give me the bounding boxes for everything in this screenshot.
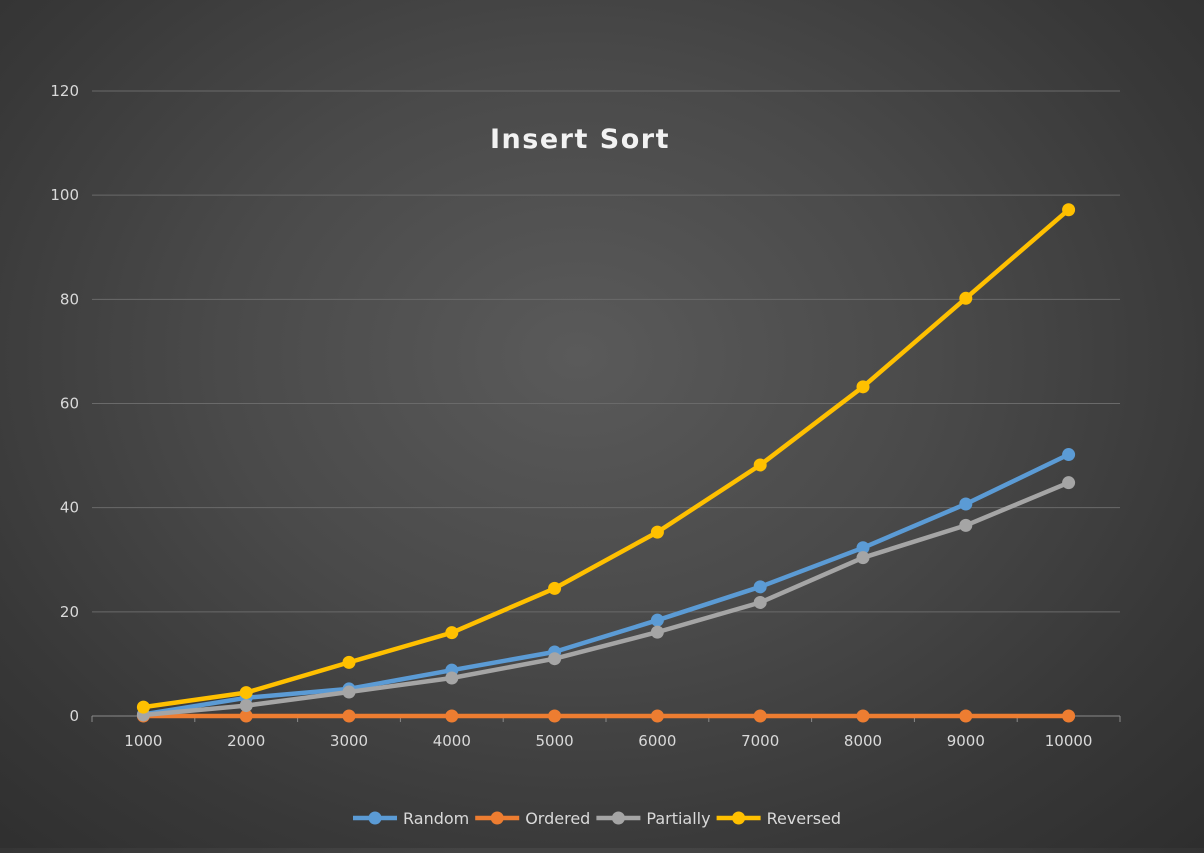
legend-swatch-marker bbox=[732, 811, 746, 825]
y-tick-label: 40 bbox=[60, 499, 79, 517]
x-tick-label: 5000 bbox=[536, 732, 574, 750]
data-point-reversed bbox=[856, 380, 870, 394]
y-tick-label: 0 bbox=[69, 707, 79, 725]
data-point-reversed bbox=[342, 655, 356, 669]
data-point-partially bbox=[753, 595, 767, 609]
y-tick-label: 20 bbox=[60, 603, 79, 621]
legend-label: Partially bbox=[646, 809, 710, 828]
data-point-partially bbox=[650, 625, 664, 639]
data-point-partially bbox=[856, 551, 870, 565]
series-layer bbox=[136, 203, 1076, 723]
data-point-random bbox=[1062, 448, 1076, 462]
y-tick-label: 60 bbox=[60, 395, 79, 413]
x-tick-label: 9000 bbox=[947, 732, 985, 750]
legend-item-reversed: Reversed bbox=[716, 809, 841, 828]
data-point-reversed bbox=[136, 700, 150, 714]
data-point-ordered bbox=[650, 709, 664, 723]
y-axis-ticks: 0 20 40 60 80 100 120 bbox=[50, 82, 79, 725]
data-point-partially bbox=[959, 518, 973, 532]
data-point-partially bbox=[445, 671, 459, 685]
series-line-reversed bbox=[141, 207, 1071, 710]
data-point-random bbox=[753, 580, 767, 594]
data-point-ordered bbox=[1062, 709, 1076, 723]
y-tick-label: 80 bbox=[60, 290, 79, 308]
data-point-partially bbox=[239, 699, 253, 713]
data-point-random bbox=[856, 541, 870, 555]
series-line-partially bbox=[141, 480, 1071, 718]
data-point-partially bbox=[342, 685, 356, 699]
x-tick-label: 8000 bbox=[844, 732, 882, 750]
x-tick-label: 10000 bbox=[1045, 732, 1093, 750]
legend-label: Random bbox=[403, 809, 469, 828]
data-point-ordered bbox=[445, 709, 459, 723]
legend-swatch-marker bbox=[368, 811, 382, 825]
data-point-random bbox=[959, 497, 973, 511]
y-tick-label: 100 bbox=[50, 186, 79, 204]
x-tick-label: 1000 bbox=[124, 732, 162, 750]
legend-label: Reversed bbox=[767, 809, 841, 828]
data-point-partially bbox=[548, 652, 562, 666]
data-point-ordered bbox=[342, 709, 356, 723]
data-point-reversed bbox=[650, 525, 664, 539]
data-point-partially bbox=[1062, 476, 1076, 490]
x-axis-ticks: 1000 2000 3000 4000 5000 6000 7000 8000 9000 1000… bbox=[91, 716, 1121, 750]
data-point-ordered bbox=[548, 709, 562, 723]
data-point-reversed bbox=[445, 626, 459, 640]
data-point-reversed bbox=[239, 686, 253, 700]
x-tick-label: 3000 bbox=[330, 732, 368, 750]
data-point-ordered bbox=[239, 709, 253, 723]
legend-item-ordered: Ordered bbox=[475, 809, 590, 828]
data-point-reversed bbox=[548, 581, 562, 595]
series-random bbox=[136, 448, 1076, 721]
data-point-random bbox=[650, 613, 664, 627]
x-tick-label: 7000 bbox=[741, 732, 779, 750]
x-tick-label: 4000 bbox=[433, 732, 471, 750]
x-tick-label: 6000 bbox=[638, 732, 676, 750]
chart-title: Insert Sort bbox=[490, 124, 670, 155]
gridlines bbox=[92, 90, 1120, 717]
legend-item-random: Random bbox=[353, 809, 469, 828]
series-reversed bbox=[136, 203, 1076, 714]
data-point-reversed bbox=[753, 458, 767, 472]
data-point-reversed bbox=[1062, 203, 1076, 217]
legend-label: Ordered bbox=[525, 809, 590, 828]
legend-item-partially: Partially bbox=[596, 809, 711, 828]
data-point-reversed bbox=[959, 291, 973, 305]
x-tick-label: 2000 bbox=[227, 732, 265, 750]
data-point-ordered bbox=[856, 709, 870, 723]
legend: Random Ordered Partially Reversed bbox=[353, 809, 841, 828]
data-point-ordered bbox=[959, 709, 973, 723]
legend-swatch-marker bbox=[490, 811, 504, 825]
series-line-random bbox=[141, 452, 1071, 717]
data-point-ordered bbox=[753, 709, 767, 723]
legend-swatch-marker bbox=[611, 811, 625, 825]
y-tick-label: 120 bbox=[50, 82, 79, 100]
